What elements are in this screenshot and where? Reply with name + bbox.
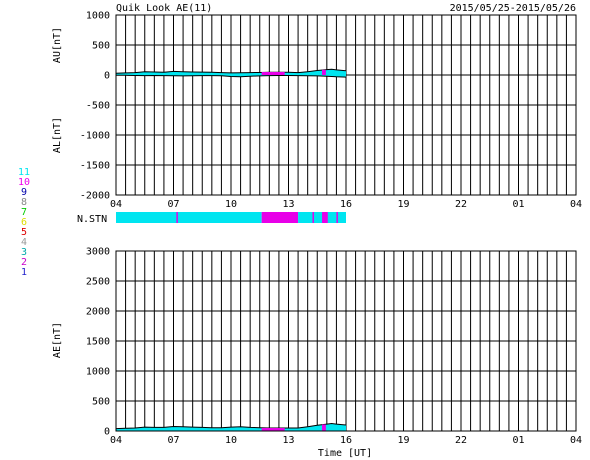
n-stn-mark <box>176 212 178 223</box>
x-tick-label: 01 <box>512 435 524 446</box>
data-area <box>116 69 346 75</box>
n-stn-label: N.STN <box>77 214 107 225</box>
y-tick-label: 1000 <box>86 367 110 378</box>
station-count-label: 10 <box>18 177 30 188</box>
x-tick-label: 13 <box>282 199 294 210</box>
station-count-label: 8 <box>21 197 27 208</box>
station-count-label: 7 <box>21 207 27 218</box>
alt-station-span <box>322 69 326 75</box>
station-count-label: 4 <box>21 237 27 248</box>
au-al-panel: AU[nT] AL[nT] 1000 500 0 -500 -1000 -1500 -200… <box>52 11 582 211</box>
x-tick-label: 04 <box>570 199 582 210</box>
station-count-label: 5 <box>21 227 27 238</box>
x-tick-label: 16 <box>340 435 352 446</box>
x-tick-label: 10 <box>225 199 237 210</box>
y-tick-label: 500 <box>92 397 110 408</box>
n-stn-segment <box>116 212 262 223</box>
x-tick-label: 19 <box>397 199 409 210</box>
x-tick-label: 19 <box>397 435 409 446</box>
station-count-label: 6 <box>21 217 27 228</box>
y-tick-label: -500 <box>86 101 110 112</box>
x-tick-label: 04 <box>570 435 582 446</box>
n-stn-segment <box>322 212 328 223</box>
y-tick-label: 1500 <box>86 337 110 348</box>
chart-title: Quik Look AE(11) <box>116 3 212 14</box>
x-tick-label: 01 <box>512 199 524 210</box>
n-stn-mark <box>336 212 338 223</box>
x-tick-label: 04 <box>110 435 122 446</box>
plot-frame <box>115 250 577 432</box>
station-count-label: 9 <box>21 187 27 198</box>
data-line <box>116 74 347 78</box>
x-axis-label: Time [UT] <box>318 448 372 459</box>
y-tick-label: 500 <box>92 41 110 52</box>
y-tick-label: 2000 <box>86 307 110 318</box>
data-line <box>115 68 347 74</box>
alt-station-span <box>261 72 285 75</box>
x-tick-label: 16 <box>340 199 352 210</box>
x-tick-label: 22 <box>455 435 467 446</box>
ae-axis-label: AE[nT] <box>52 322 63 358</box>
y-tick-label: 1000 <box>86 11 110 22</box>
n-stn-mark <box>312 212 314 223</box>
station-count-label: 2 <box>21 257 27 268</box>
y-tick-label: 3000 <box>86 247 110 258</box>
x-tick-label: 04 <box>110 199 122 210</box>
alt-station-span <box>322 424 326 431</box>
station-count-label: 11 <box>18 167 30 178</box>
y-tick-label: 0 <box>104 71 110 82</box>
y-tick-label: 2500 <box>86 277 110 288</box>
x-tick-label: 07 <box>167 435 179 446</box>
n-stn-panel: N.STN <box>77 212 346 225</box>
alt-station-span <box>261 428 285 431</box>
station-count-label: 1 <box>21 267 27 278</box>
x-tick-label: 22 <box>455 199 467 210</box>
chart-date-range: 2015/05/25-2015/05/26 <box>450 3 576 14</box>
station-count-label: 3 <box>21 247 27 258</box>
y-tick-label: 0 <box>104 427 110 438</box>
n-stn-segment <box>261 212 299 223</box>
au-axis-label: AU[nT] <box>52 27 63 63</box>
x-tick-label: 13 <box>282 435 294 446</box>
plot-frame <box>115 14 577 196</box>
ae-panel: AE[nT] Time [UT] 3000 2500 2000 1500 1000 500… <box>52 247 582 460</box>
y-tick-label: -2000 <box>80 191 110 202</box>
y-tick-label: -1500 <box>80 161 110 172</box>
al-axis-label: AL[nT] <box>52 117 63 153</box>
y-tick-label: -1000 <box>80 131 110 142</box>
x-tick-label: 07 <box>167 199 179 210</box>
x-tick-label: 10 <box>225 435 237 446</box>
data-line <box>115 422 347 430</box>
